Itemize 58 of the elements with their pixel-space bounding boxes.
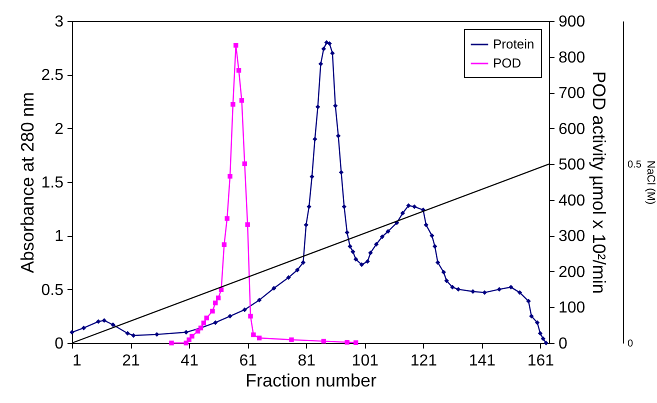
point xyxy=(248,314,253,319)
y-tick-label: 2.5 xyxy=(41,67,64,84)
point xyxy=(213,300,218,306)
y-tick-label: 1.5 xyxy=(41,174,64,192)
y-tick-label: 1 xyxy=(54,228,64,246)
y2-tick-label: 600 xyxy=(558,120,586,138)
point xyxy=(354,340,358,345)
point xyxy=(256,336,262,340)
y-tick-label: 2 xyxy=(54,120,64,138)
y2-tick-label: 400 xyxy=(558,192,586,210)
x-tick-label: 121 xyxy=(410,352,438,370)
y2-tick-label: 700 xyxy=(558,85,586,102)
y-tick-label: 0.5 xyxy=(41,282,64,299)
y-axis-title: Absorbance at 280 nm xyxy=(17,92,38,274)
y2-axis-title: POD activity µmol x 10²/min xyxy=(589,71,610,294)
x-tick-label: 41 xyxy=(180,352,199,370)
legend-label: POD xyxy=(493,56,522,70)
y3-tick-label: 0 xyxy=(628,338,634,350)
point xyxy=(251,332,256,338)
point xyxy=(169,340,174,346)
y2-tick-label: 300 xyxy=(558,228,586,246)
y2-tick-label: 800 xyxy=(558,49,586,66)
point xyxy=(190,334,194,339)
point xyxy=(204,316,209,320)
point xyxy=(210,308,215,314)
y3-axis-title: NaCl (M) xyxy=(644,160,656,204)
x-tick-label: 1 xyxy=(72,352,82,370)
y2-tick-label: 500 xyxy=(558,156,586,174)
point xyxy=(242,161,247,166)
point xyxy=(239,98,244,103)
point xyxy=(245,222,250,227)
y2-tick-label: 900 xyxy=(558,14,586,30)
y3-tick-label: 0.5 xyxy=(628,160,642,171)
point xyxy=(236,68,242,73)
legend-label: Protein xyxy=(493,36,534,52)
y2-tick-label: 0 xyxy=(558,336,568,352)
point xyxy=(289,337,294,342)
x-tick-label: 141 xyxy=(468,352,496,370)
point xyxy=(186,337,192,342)
point xyxy=(321,338,326,344)
x-axis-title: Fraction number xyxy=(245,370,377,390)
x-tick-label: 161 xyxy=(527,352,554,370)
point xyxy=(344,340,350,345)
point xyxy=(228,174,232,179)
y2-tick-label: 200 xyxy=(558,264,586,281)
point xyxy=(222,242,227,247)
y-tick-label: 0 xyxy=(54,336,64,352)
point xyxy=(234,42,238,48)
point xyxy=(216,296,221,300)
point xyxy=(230,102,236,107)
point xyxy=(224,216,230,221)
point xyxy=(201,320,206,326)
x-tick-label: 21 xyxy=(122,352,140,370)
y-tick-label: 3 xyxy=(54,14,64,30)
x-tick-label: 81 xyxy=(298,352,316,370)
x-tick-label: 61 xyxy=(239,352,258,370)
x-tick-label: 101 xyxy=(352,352,379,370)
y2-tick-label: 100 xyxy=(558,300,586,317)
